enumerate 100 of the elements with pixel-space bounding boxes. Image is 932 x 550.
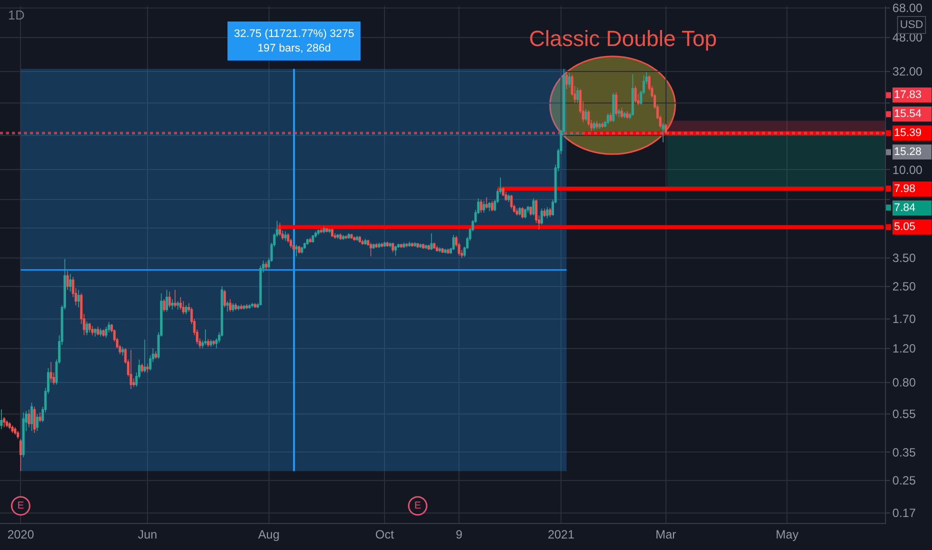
candlestick [36, 414, 38, 432]
candlestick [400, 243, 402, 248]
candlestick [251, 302, 254, 308]
candlestick [254, 302, 256, 308]
candlestick [565, 72, 568, 90]
candlestick [91, 326, 94, 336]
candlestick [30, 402, 33, 432]
candlestick [358, 236, 362, 244]
candlestick [204, 329, 207, 346]
candlestick [77, 289, 80, 308]
candlestick [226, 300, 229, 312]
candlestick [482, 200, 486, 214]
candlestick [232, 302, 234, 312]
candlestick [14, 426, 16, 436]
candlestick [438, 246, 441, 253]
candlestick [568, 72, 571, 88]
candlestick [66, 270, 69, 290]
candlestick [22, 412, 25, 458]
candlestick [240, 304, 242, 310]
candlestick [33, 406, 36, 434]
candlestick [361, 239, 364, 246]
candlestick [348, 232, 350, 240]
y-tick-label: 68.00 [892, 1, 923, 16]
candlestick [246, 304, 248, 310]
candlestick [446, 248, 450, 254]
candlestick [662, 122, 664, 143]
candlestick [104, 326, 108, 338]
candlestick [331, 228, 334, 238]
y-tick-label: 0.35 [892, 445, 916, 460]
candlestick [69, 273, 72, 292]
candlestick [308, 237, 312, 244]
x-tick-label: Aug [258, 527, 280, 542]
candlestick [378, 242, 380, 248]
candlestick [334, 232, 336, 240]
candlestick [436, 245, 438, 252]
candlestick [490, 200, 494, 212]
candlestick [317, 229, 320, 236]
candlestick [234, 302, 237, 311]
data-label: E [414, 500, 422, 512]
candlestick [182, 300, 185, 314]
candlestick [264, 261, 268, 270]
candlestick [176, 300, 180, 310]
candlestick [408, 241, 411, 248]
candlestick [284, 231, 287, 242]
candlestick [609, 112, 612, 122]
candlestick [19, 438, 22, 472]
candlestick [306, 238, 309, 246]
y-tick-label: 1.20 [892, 341, 916, 356]
candlestick [548, 207, 552, 218]
candlestick [419, 243, 422, 248]
candlestick [664, 123, 668, 134]
candlestick [295, 244, 298, 257]
y-tick-label: 0.55 [892, 407, 916, 422]
candlestick [86, 321, 88, 336]
candlestick [212, 340, 215, 346]
candlestick [606, 112, 610, 124]
candlestick [50, 362, 52, 383]
y-tick-label: 0.80 [892, 376, 916, 390]
chart-title: 1D [8, 8, 25, 23]
candlestick [8, 422, 11, 430]
candlestick [166, 289, 168, 312]
candlestick [618, 108, 620, 118]
candlestick [546, 206, 548, 219]
candlestick [223, 289, 226, 308]
candlestick [394, 245, 397, 256]
candlestick [210, 339, 212, 348]
candlestick [584, 108, 588, 122]
x-tick-label: May [776, 527, 798, 542]
candlestick [237, 304, 240, 311]
candlestick [521, 206, 524, 219]
candlestick [144, 339, 146, 373]
candlestick [380, 242, 384, 248]
y-tick-label: 10.00 [892, 162, 923, 177]
candlestick [530, 206, 532, 216]
candlestick [0, 409, 3, 430]
candlestick [342, 234, 344, 240]
candlestick [312, 234, 314, 244]
candlestick [620, 107, 623, 118]
candlestick [314, 231, 317, 238]
candlestick [336, 234, 339, 240]
candlestick [524, 208, 526, 219]
candlestick [303, 242, 306, 250]
candlestick [168, 291, 171, 308]
candlestick [598, 122, 601, 130]
candlestick [206, 338, 210, 348]
candlestick [576, 87, 579, 104]
candlestick [298, 245, 300, 254]
candlestick [146, 363, 149, 373]
candlestick [402, 242, 406, 248]
candlestick [623, 112, 626, 119]
candlestick [386, 241, 389, 248]
candlestick [626, 110, 628, 120]
candlestick [612, 92, 615, 122]
candlestick [510, 194, 513, 209]
candlestick [154, 350, 157, 360]
candlestick [601, 122, 604, 128]
legend-label: 15.39 [894, 127, 922, 139]
candlestick [410, 242, 414, 248]
candlestick [11, 425, 14, 434]
candlestick [2, 416, 6, 428]
